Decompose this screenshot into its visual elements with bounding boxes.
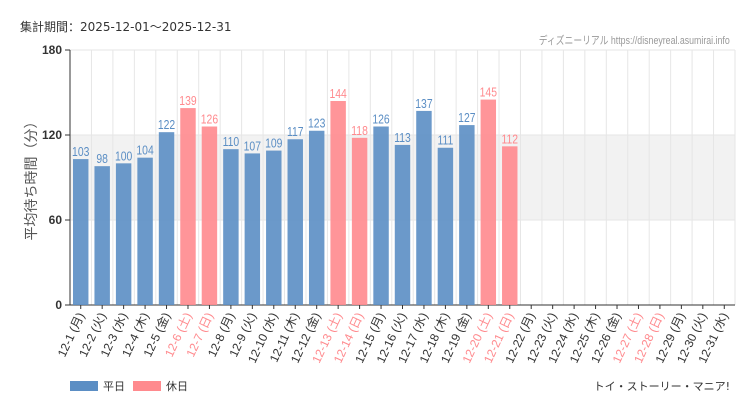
attraction-name: トイ・ストーリー・マニア!	[593, 380, 730, 393]
data-label: 111	[438, 134, 454, 148]
data-label: 123	[308, 117, 326, 131]
y-tick-label: 120	[42, 128, 62, 142]
y-tick-label: 60	[49, 213, 63, 227]
data-label: 113	[394, 131, 411, 145]
bar	[137, 157, 153, 305]
bar	[158, 132, 175, 305]
bar	[459, 125, 475, 305]
bar	[201, 126, 218, 305]
data-label: 98	[96, 152, 108, 166]
data-label: 103	[72, 145, 90, 159]
bar	[244, 153, 261, 305]
bar	[73, 159, 89, 305]
bar	[266, 150, 282, 305]
bar	[437, 147, 454, 305]
bar	[416, 110, 432, 306]
legend-swatch	[133, 381, 161, 391]
bar	[480, 99, 497, 305]
data-label: 127	[458, 111, 475, 125]
data-label: 100	[115, 149, 133, 163]
bar	[223, 149, 239, 305]
data-label: 117	[287, 125, 304, 139]
data-label: 110	[223, 135, 240, 149]
legend-label: 休日	[166, 380, 188, 393]
bar	[351, 137, 368, 305]
data-label: 109	[265, 137, 282, 151]
bar	[180, 108, 196, 305]
legend-weekday: 平日	[70, 378, 125, 394]
bar	[394, 144, 411, 305]
data-label: 144	[329, 87, 347, 101]
bar	[308, 130, 325, 305]
bar	[502, 146, 518, 305]
data-label: 104	[136, 144, 154, 158]
legend-holiday: 休日	[133, 378, 188, 394]
bar	[94, 166, 110, 305]
data-label: 139	[179, 94, 196, 108]
data-label: 126	[372, 112, 390, 126]
credit-label: ディズニーリアル https://disneyreal.asumirai.inf…	[539, 35, 730, 47]
y-tick-label: 180	[42, 43, 62, 57]
data-label: 107	[244, 139, 261, 153]
legend-label: 平日	[103, 380, 125, 393]
bar	[330, 101, 346, 305]
data-label: 118	[351, 124, 368, 138]
data-label: 145	[480, 86, 498, 100]
data-label: 137	[415, 97, 432, 111]
bar	[287, 139, 303, 305]
legend-swatch	[70, 381, 98, 391]
data-label: 126	[201, 112, 219, 126]
bar	[373, 126, 389, 305]
data-label: 122	[158, 118, 175, 132]
y-tick-label: 0	[55, 298, 62, 312]
bar	[115, 163, 132, 305]
y-axis-label: 平均待ち時間（分）	[23, 115, 39, 241]
period-label: 集計期間：2025-12-01～2025-12-31	[20, 20, 232, 34]
data-label: 112	[501, 132, 518, 146]
